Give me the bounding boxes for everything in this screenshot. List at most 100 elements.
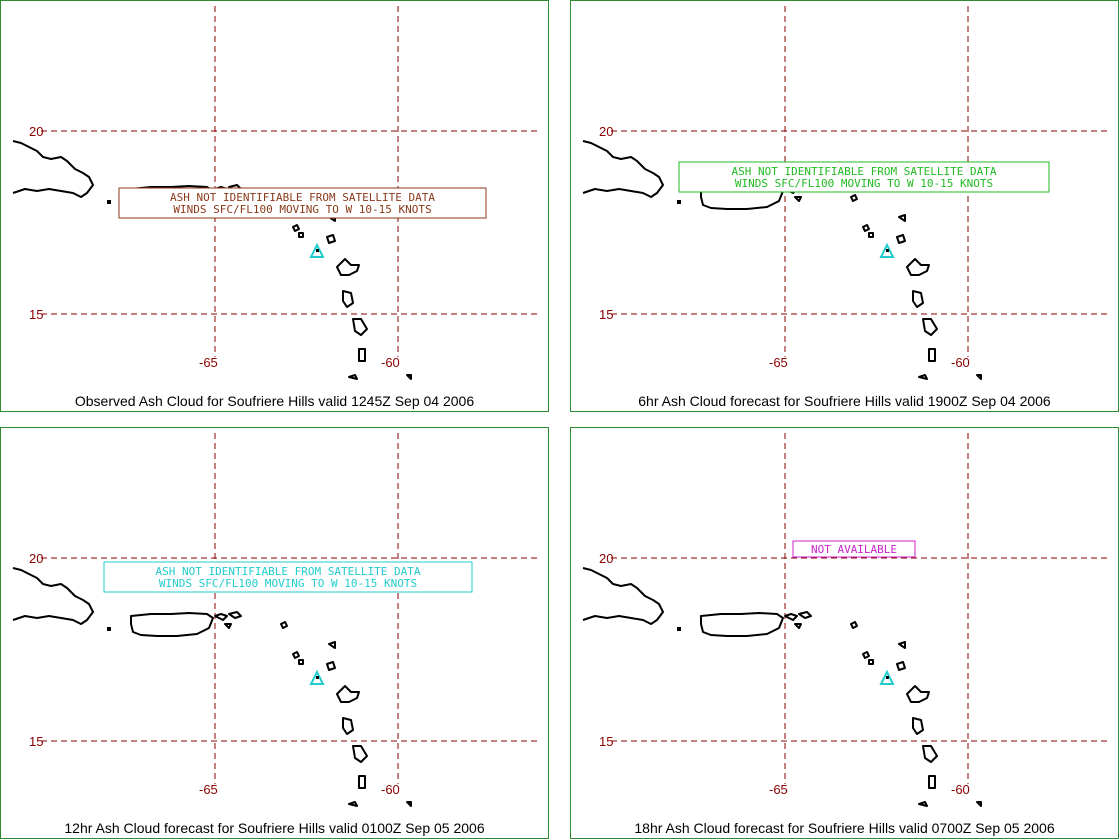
coastline-15 bbox=[976, 801, 982, 807]
coastlines bbox=[582, 567, 982, 807]
coastline-0 bbox=[582, 567, 664, 625]
coastline-8 bbox=[326, 661, 336, 671]
panel-caption: 18hr Ash Cloud forecast for Soufriere Hi… bbox=[634, 820, 1055, 836]
coastline-14 bbox=[348, 374, 358, 380]
coastline-10 bbox=[906, 258, 930, 276]
coastline-12 bbox=[922, 318, 938, 336]
lon-label-minus-60: -60 bbox=[951, 782, 970, 797]
coastline-4 bbox=[794, 623, 802, 629]
coastline-14 bbox=[348, 801, 358, 807]
coastline-6 bbox=[292, 651, 300, 659]
coastline-1 bbox=[130, 612, 214, 637]
coastlines bbox=[12, 567, 412, 807]
coastline-7 bbox=[298, 232, 304, 238]
advisory-note-line: ASH NOT IDENTIFIABLE FROM SATELLITE DATA bbox=[732, 165, 997, 178]
coastline-9 bbox=[898, 641, 906, 649]
island-dot bbox=[677, 200, 681, 204]
advisory-note-line: ASH NOT IDENTIFIABLE FROM SATELLITE DATA bbox=[170, 191, 435, 204]
grid-lines bbox=[611, 433, 1111, 784]
lon-label-minus-60: -60 bbox=[951, 355, 970, 370]
coastline-8 bbox=[896, 661, 906, 671]
coastline-13 bbox=[358, 348, 366, 362]
coastline-11 bbox=[912, 717, 924, 735]
advisory-note-line: NOT AVAILABLE bbox=[811, 543, 897, 556]
coastline-0 bbox=[12, 140, 94, 198]
advisory-note-box: ASH NOT IDENTIFIABLE FROM SATELLITE DATA… bbox=[103, 561, 473, 593]
coastlines bbox=[12, 140, 412, 380]
coastline-6 bbox=[862, 224, 870, 232]
volcano-triangle-icon bbox=[879, 669, 895, 685]
advisory-note-box: ASH NOT IDENTIFIABLE FROM SATELLITE DATA… bbox=[118, 187, 487, 219]
map-content: 20 15 -65 -60 NOT AVAILABLE bbox=[582, 433, 1111, 807]
map-canvas: 20 15 -65 -60 ASH NOT IDENTIFIABLE FROM SATE… bbox=[582, 6, 1111, 380]
coastline-0 bbox=[12, 567, 94, 625]
volcano-triangle-icon bbox=[879, 242, 895, 258]
coastline-15 bbox=[406, 801, 412, 807]
coastline-7 bbox=[298, 659, 304, 665]
coastline-4 bbox=[794, 196, 802, 202]
coastline-9 bbox=[898, 214, 906, 222]
grid-lines bbox=[41, 433, 541, 784]
coastline-8 bbox=[896, 234, 906, 244]
island-dot bbox=[677, 627, 681, 631]
coastline-15 bbox=[406, 374, 412, 380]
coastline-5 bbox=[280, 621, 288, 629]
lon-label-minus-60: -60 bbox=[381, 355, 400, 370]
lon-label-minus-65: -65 bbox=[769, 782, 788, 797]
coastline-5 bbox=[850, 194, 858, 202]
lat-label-15: 15 bbox=[599, 734, 613, 749]
coastline-10 bbox=[336, 685, 360, 703]
map-content: 20 15 -65 -60 ASH NOT IDENTIFIABLE FROM SATE… bbox=[582, 6, 1111, 380]
lat-label-20: 20 bbox=[29, 124, 43, 139]
coastline-10 bbox=[906, 685, 930, 703]
map-canvas: 20 15 -65 -60 ASH NOT IDENTIFIABLE FROM SATE… bbox=[12, 6, 541, 380]
coastline-9 bbox=[328, 641, 336, 649]
coastline-12 bbox=[352, 745, 368, 763]
lon-label-minus-65: -65 bbox=[199, 355, 218, 370]
lat-label-15: 15 bbox=[29, 307, 43, 322]
island-dot bbox=[107, 200, 111, 204]
lon-label-minus-65: -65 bbox=[769, 355, 788, 370]
panel-caption: 12hr Ash Cloud forecast for Soufriere Hi… bbox=[64, 820, 485, 836]
advisory-note-line: ASH NOT IDENTIFIABLE FROM SATELLITE DATA bbox=[156, 565, 421, 578]
volcano-triangle-icon bbox=[309, 669, 325, 685]
lon-label-minus-65: -65 bbox=[199, 782, 218, 797]
grid-lines bbox=[41, 6, 541, 357]
coastline-5 bbox=[850, 621, 858, 629]
coastline-15 bbox=[976, 374, 982, 380]
lat-label-20: 20 bbox=[599, 551, 613, 566]
lat-label-20: 20 bbox=[599, 124, 613, 139]
coastline-6 bbox=[292, 224, 300, 232]
coastline-14 bbox=[918, 374, 928, 380]
coastline-13 bbox=[928, 775, 936, 789]
map-panel-6hr: 20 15 -65 -60 ASH NOT IDENTIFIABLE FROM SATE… bbox=[570, 0, 1119, 412]
coastline-3 bbox=[228, 611, 242, 619]
coastline-7 bbox=[868, 659, 874, 665]
map-content: 20 15 -65 -60 ASH NOT IDENTIFIABLE FROM SATE… bbox=[12, 433, 541, 807]
coastline-11 bbox=[342, 717, 354, 735]
coastline-0 bbox=[582, 140, 664, 198]
coastline-14 bbox=[918, 801, 928, 807]
panel-caption: 6hr Ash Cloud forecast for Soufriere Hil… bbox=[638, 393, 1051, 409]
map-canvas: 20 15 -65 -60 NOT AVAILABLE bbox=[582, 433, 1111, 807]
map-canvas: 20 15 -65 -60 ASH NOT IDENTIFIABLE FROM SATE… bbox=[12, 433, 541, 807]
coastline-12 bbox=[352, 318, 368, 336]
coastline-10 bbox=[336, 258, 360, 276]
coastline-6 bbox=[862, 651, 870, 659]
lon-label-minus-60: -60 bbox=[381, 782, 400, 797]
coastline-13 bbox=[358, 775, 366, 789]
map-panel-18hr: 20 15 -65 -60 NOT AVAILABLE 18hr Ash Cloud f… bbox=[570, 427, 1119, 839]
coastline-2 bbox=[214, 613, 228, 621]
volcano-triangle-icon bbox=[309, 242, 325, 258]
coastline-4 bbox=[224, 623, 232, 629]
lat-label-15: 15 bbox=[599, 307, 613, 322]
coastline-8 bbox=[326, 234, 336, 244]
panel-caption: Observed Ash Cloud for Soufriere Hills v… bbox=[74, 393, 475, 409]
coastline-2 bbox=[784, 613, 798, 621]
coastline-3 bbox=[798, 611, 812, 619]
island-dot bbox=[107, 627, 111, 631]
map-panel-12hr: 20 15 -65 -60 ASH NOT IDENTIFIABLE FROM SATE… bbox=[0, 427, 549, 839]
advisory-note-line: WINDS SFC/FL100 MOVING TO W 10-15 KNOTS bbox=[159, 577, 417, 590]
coastline-13 bbox=[928, 348, 936, 362]
coastline-1 bbox=[700, 612, 784, 637]
